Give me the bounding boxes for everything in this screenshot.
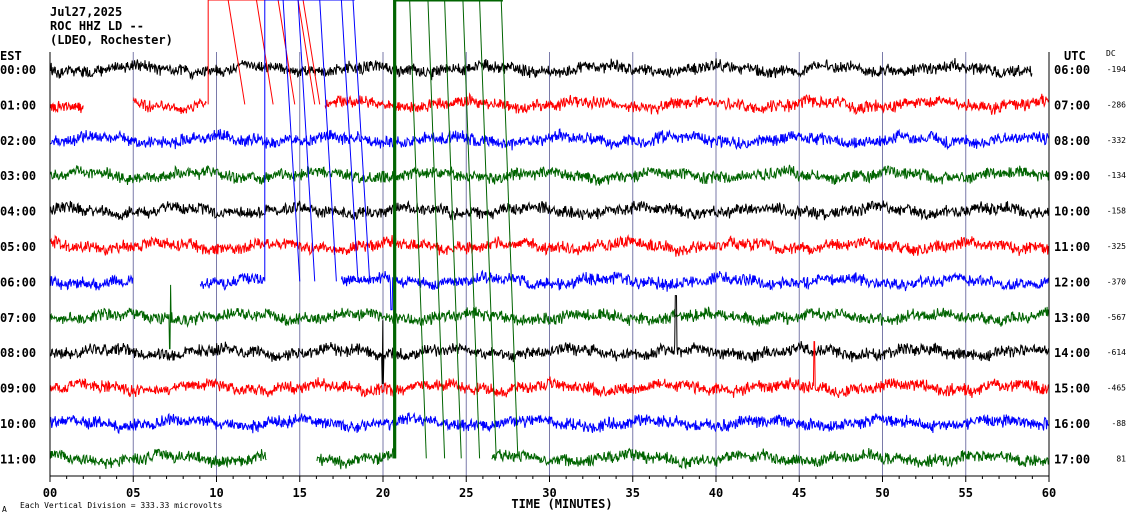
trace-row [49, 284, 1050, 350]
utc-hour-label: 10:00 [1054, 205, 1090, 219]
dc-offset-label: -134 [1107, 171, 1126, 180]
offscale-trace [302, 0, 321, 105]
est-hour-label: 06:00 [0, 275, 36, 289]
offscale-trace [297, 0, 316, 282]
utc-hour-label: 11:00 [1054, 240, 1090, 254]
dc-offset-label: -614 [1107, 348, 1126, 357]
est-hour-label: 09:00 [0, 382, 36, 396]
dc-offset-label: -158 [1107, 207, 1126, 216]
trace-row [49, 411, 1050, 435]
est-hour-label: 00:00 [0, 63, 36, 77]
x-tick-label: 15 [293, 486, 307, 500]
trace-row [49, 164, 1050, 186]
est-header: EST [0, 49, 22, 63]
dc-offset-label: -332 [1107, 136, 1126, 145]
offscale-trace [352, 0, 371, 282]
x-tick-label: 55 [959, 486, 973, 500]
dc-offset-label: -465 [1107, 384, 1126, 393]
x-tick-label: 40 [709, 486, 723, 500]
offscale-trace [297, 0, 316, 105]
trace-row [49, 447, 1050, 470]
seismic-traces [49, 0, 1050, 470]
x-tick-label: 05 [126, 486, 140, 500]
offscale-trace [282, 0, 301, 282]
trace-row [49, 58, 1033, 81]
x-tick-label: 60 [1042, 486, 1056, 500]
offscale-trace [444, 0, 462, 459]
offscale-trace [227, 0, 246, 105]
trace-row [49, 269, 1050, 311]
est-hour-label: 10:00 [0, 417, 36, 431]
x-tick-label: 10 [209, 486, 223, 500]
trace-row [49, 295, 1050, 385]
trace-row [49, 128, 1049, 151]
trace-row [49, 200, 1050, 221]
offscale-trace [340, 0, 359, 282]
utc-hour-label: 13:00 [1054, 311, 1090, 325]
x-axis-label: TIME (MINUTES) [511, 497, 612, 511]
x-tick-label: 35 [626, 486, 640, 500]
offscale-trace [479, 0, 497, 459]
time-gridlines [132, 52, 967, 476]
dc-header: DC [1106, 49, 1116, 58]
plot-network: (LDEO, Rochester) [50, 33, 173, 47]
dc-offset-label: -325 [1107, 242, 1126, 251]
utc-hour-label: 09:00 [1054, 169, 1090, 183]
trace-row [49, 92, 1050, 116]
utc-hour-label: 17:00 [1054, 452, 1090, 466]
x-tick-label: 20 [376, 486, 390, 500]
trace-row [49, 341, 1050, 399]
est-hour-label: 11:00 [0, 452, 36, 466]
dc-offset-label: -567 [1107, 313, 1126, 322]
utc-hour-label: 06:00 [1054, 63, 1090, 77]
offscale-trace [427, 0, 446, 459]
time-axis: 00 05 10 15 20 25 30 35 40 45 50 55 60 [43, 52, 1056, 500]
plot-date: Jul27,2025 [50, 5, 123, 19]
offscale-trace [500, 0, 519, 459]
offscale-trace [462, 0, 481, 459]
utc-hour-label: 12:00 [1054, 275, 1090, 289]
offscale-trace [409, 0, 427, 459]
dc-offset-label: -88 [1112, 419, 1127, 428]
x-tick-label: 30 [542, 486, 556, 500]
offscale-trace [319, 0, 337, 282]
x-tick-label: 50 [875, 486, 889, 500]
utc-hour-label: 08:00 [1054, 134, 1090, 148]
est-hour-label: 08:00 [0, 346, 36, 360]
x-tick-label: 25 [459, 486, 473, 500]
est-hour-label: 01:00 [0, 98, 36, 112]
utc-hour-label: 16:00 [1054, 417, 1090, 431]
utc-hour-label: 07:00 [1054, 98, 1090, 112]
utc-hour-label: 15:00 [1054, 382, 1090, 396]
trace-row [49, 233, 1050, 257]
dc-offset-label: 81 [1116, 454, 1126, 463]
x-tick-label: 45 [792, 486, 806, 500]
offscale-trace [264, 0, 355, 282]
corner-mark: A [2, 505, 7, 514]
est-hour-label: 04:00 [0, 205, 36, 219]
plot-station-title: ROC HHZ LD -- [50, 19, 144, 33]
row-labels: 00:00 06:00 -194 01:00 07:00 -286 02:00 08:00 -3… [0, 63, 1126, 466]
dc-offset-label: -370 [1107, 277, 1126, 286]
utc-header: UTC [1064, 49, 1086, 63]
vertical-division-note: Each Vertical Division = 333.33 microvol… [20, 501, 222, 510]
x-tick-label: 00 [43, 486, 57, 500]
utc-hour-label: 14:00 [1054, 346, 1090, 360]
est-hour-label: 02:00 [0, 134, 36, 148]
dc-offset-label: -194 [1107, 65, 1126, 74]
dc-offset-label: -286 [1107, 100, 1126, 109]
est-hour-label: 05:00 [0, 240, 36, 254]
est-hour-label: 07:00 [0, 311, 36, 325]
est-hour-label: 03:00 [0, 169, 36, 183]
offscale-trace [207, 0, 305, 105]
